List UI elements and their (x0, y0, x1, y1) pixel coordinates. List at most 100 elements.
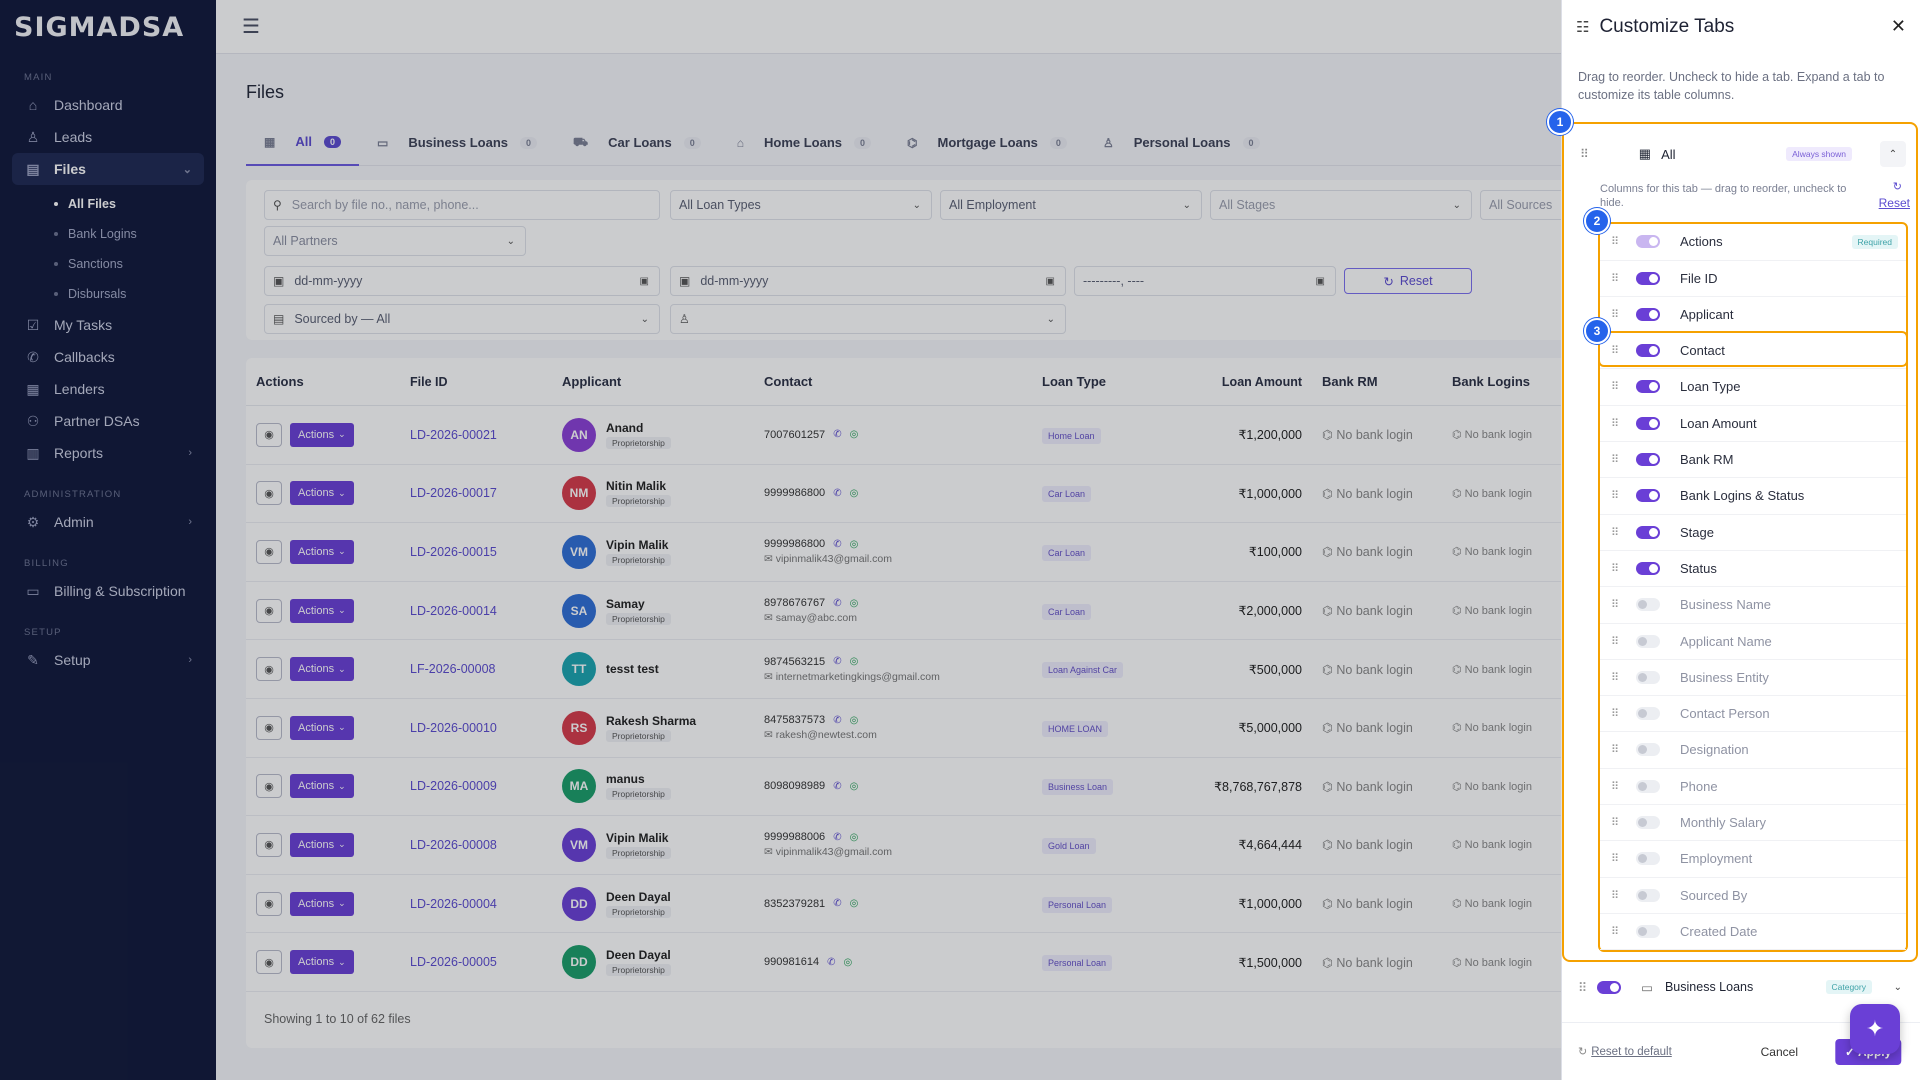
file-id-link[interactable]: LF-2026-00008 (410, 662, 496, 677)
tab-home-loans[interactable]: ⌂ Home Loans 0 (719, 120, 889, 166)
whatsapp-icon[interactable]: ◎ (849, 780, 859, 792)
column-row[interactable]: ⠿ Status (1600, 551, 1906, 588)
actions-dropdown-button[interactable]: Actions ⌄ (290, 715, 354, 740)
whatsapp-icon[interactable]: ◎ (849, 831, 859, 843)
column-row[interactable]: ⠿ Applicant (1600, 297, 1906, 334)
drag-handle-icon[interactable]: ⠿ (1610, 308, 1620, 321)
phone-icon[interactable]: ✆ (833, 714, 842, 726)
column-row[interactable]: ⠿ Bank RM (1600, 442, 1906, 479)
column-toggle[interactable] (1636, 307, 1660, 321)
column-row[interactable]: ⠿ Actions Required (1600, 224, 1906, 261)
table-row[interactable]: ◉ Actions ⌄ LD-2026-00014 SA Samay Proprietors… (246, 582, 1646, 641)
column-row[interactable]: ⠿ Business Entity (1600, 660, 1906, 697)
actions-dropdown-button[interactable]: Actions ⌄ (290, 598, 354, 623)
phone-icon[interactable]: ✆ (833, 831, 842, 843)
sidebar-item-setup[interactable]: ✎ Setup › (0, 644, 216, 676)
view-button[interactable]: ◉ (256, 657, 282, 682)
drag-handle-icon[interactable]: ⠿ (1610, 562, 1620, 575)
actions-dropdown-button[interactable]: Actions ⌄ (290, 422, 354, 447)
column-row[interactable]: ⠿ File ID (1600, 260, 1906, 297)
column-toggle[interactable] (1636, 779, 1660, 793)
phone-icon[interactable]: ✆ (833, 780, 842, 792)
chevron-down-icon[interactable]: ⌄ (1893, 981, 1902, 993)
tab-mortgage-loans[interactable]: ⌬ Mortgage Loans 0 (889, 120, 1085, 166)
column-toggle[interactable] (1636, 525, 1660, 539)
file-id-link[interactable]: LD-2026-00017 (410, 486, 497, 501)
phone-icon[interactable]: ✆ (833, 538, 842, 550)
file-id-link[interactable]: LD-2026-00005 (410, 955, 497, 970)
file-id-link[interactable]: LD-2026-00008 (410, 837, 497, 852)
phone-icon[interactable]: ✆ (827, 956, 836, 968)
actions-dropdown-button[interactable]: Actions ⌄ (290, 832, 354, 857)
actions-dropdown-button[interactable]: Actions ⌄ (290, 657, 354, 682)
sidebar-item-leads[interactable]: ♙ Leads (0, 121, 216, 153)
whatsapp-icon[interactable]: ◎ (843, 956, 853, 968)
drag-handle-icon[interactable]: ⠿ (1610, 236, 1620, 249)
file-id-link[interactable]: LD-2026-00015 (410, 544, 497, 559)
column-row[interactable]: ⠿ Employment (1600, 841, 1906, 878)
column-row[interactable]: ⠿ Sourced By (1600, 877, 1906, 914)
drag-handle-icon[interactable]: ⠿ (1610, 925, 1620, 938)
tab-personal-loans[interactable]: ♙ Personal Loans 0 (1085, 120, 1278, 166)
reset-columns-link[interactable]: Reset (1878, 196, 1910, 210)
all-tab-header[interactable]: ⠿ ▦ All Always shown ⌃ (1580, 134, 1906, 174)
whatsapp-icon[interactable]: ◎ (849, 714, 859, 726)
sidebar-item-my-tasks[interactable]: ☑ My Tasks (0, 309, 216, 341)
column-toggle[interactable] (1636, 271, 1660, 285)
stage-select[interactable]: All Stages ⌄ (1210, 190, 1472, 220)
drag-handle-icon[interactable]: ⠿ (1610, 853, 1620, 866)
whatsapp-icon[interactable]: ◎ (849, 538, 859, 550)
actions-dropdown-button[interactable]: Actions ⌄ (290, 891, 354, 916)
view-button[interactable]: ◉ (256, 422, 282, 447)
reset-to-default-link[interactable]: Reset to default (1591, 1045, 1672, 1058)
drag-handle-icon[interactable]: ⠿ (1610, 889, 1620, 902)
drag-handle-icon[interactable]: ⠿ (1610, 744, 1620, 757)
actions-dropdown-button[interactable]: Actions ⌄ (290, 774, 354, 799)
column-toggle[interactable] (1636, 453, 1660, 467)
column-toggle[interactable] (1636, 598, 1660, 612)
employment-select[interactable]: All Employment ⌄ (940, 190, 1202, 220)
phone-icon[interactable]: ✆ (833, 429, 842, 441)
column-row[interactable]: ⠿ Created Date (1600, 914, 1906, 951)
drag-handle-icon[interactable]: ⠿ (1610, 671, 1620, 684)
drag-handle-icon[interactable]: ⠿ (1610, 526, 1620, 539)
column-toggle[interactable] (1636, 707, 1660, 721)
sidebar-sub-all-files[interactable]: All Files (0, 189, 216, 219)
phone-icon[interactable]: ✆ (833, 597, 842, 609)
column-toggle[interactable] (1636, 380, 1660, 394)
column-row[interactable]: ⠿ Stage (1600, 514, 1906, 551)
drag-handle-icon[interactable]: ⠿ (1610, 454, 1620, 467)
sidebar-item-billing[interactable]: ▭ Billing & Subscription (0, 575, 216, 607)
month-input[interactable]: ---------, ---- ▣ (1074, 266, 1336, 296)
column-toggle[interactable] (1636, 670, 1660, 684)
table-row[interactable]: ◉ Actions ⌄ LD-2026-00004 DD Deen Dayal Propri… (246, 875, 1646, 934)
whatsapp-icon[interactable]: ◎ (849, 898, 859, 910)
view-button[interactable]: ◉ (256, 891, 282, 916)
table-row[interactable]: ◉ Actions ⌄ LD-2026-00009 MA manus Proprietors… (246, 758, 1646, 817)
drag-handle-icon[interactable]: ⠿ (1578, 980, 1588, 995)
actions-dropdown-button[interactable]: Actions ⌄ (290, 539, 354, 564)
file-id-link[interactable]: LD-2026-00009 (410, 779, 497, 794)
view-button[interactable]: ◉ (256, 598, 282, 623)
sidebar-sub-bank-logins[interactable]: Bank Logins (0, 219, 216, 249)
table-row[interactable]: ◉ Actions ⌄ LD-2026-00010 RS Rakesh Sharma Pro… (246, 699, 1646, 758)
view-button[interactable]: ◉ (256, 832, 282, 857)
sidebar-item-callbacks[interactable]: ✆ Callbacks (0, 341, 216, 373)
column-toggle[interactable] (1636, 924, 1660, 938)
drag-handle-icon[interactable]: ⠿ (1610, 780, 1620, 793)
view-button[interactable]: ◉ (256, 481, 282, 506)
modal-overlay[interactable] (0, 0, 1561, 1080)
sidebar-item-partner-dsas[interactable]: ⚇ Partner DSAs (0, 405, 216, 437)
ai-assistant-button[interactable]: ✦ (1850, 1004, 1900, 1054)
sourced-by-select[interactable]: ▤ Sourced by — All ⌄ (264, 304, 660, 334)
column-toggle[interactable] (1636, 852, 1660, 866)
whatsapp-icon[interactable]: ◎ (849, 656, 859, 668)
table-row[interactable]: ◉ Actions ⌄ LD-2026-00008 VM Vipin Malik Propr… (246, 816, 1646, 875)
column-row[interactable]: ⠿ Loan Amount (1600, 406, 1906, 443)
drag-handle-icon[interactable]: ⠿ (1610, 708, 1620, 721)
view-button[interactable]: ◉ (256, 539, 282, 564)
column-toggle[interactable] (1636, 888, 1660, 902)
loan-type-select[interactable]: All Loan Types ⌄ (670, 190, 932, 220)
drag-handle-icon[interactable]: ⠿ (1580, 147, 1589, 161)
phone-icon[interactable]: ✆ (833, 487, 842, 499)
